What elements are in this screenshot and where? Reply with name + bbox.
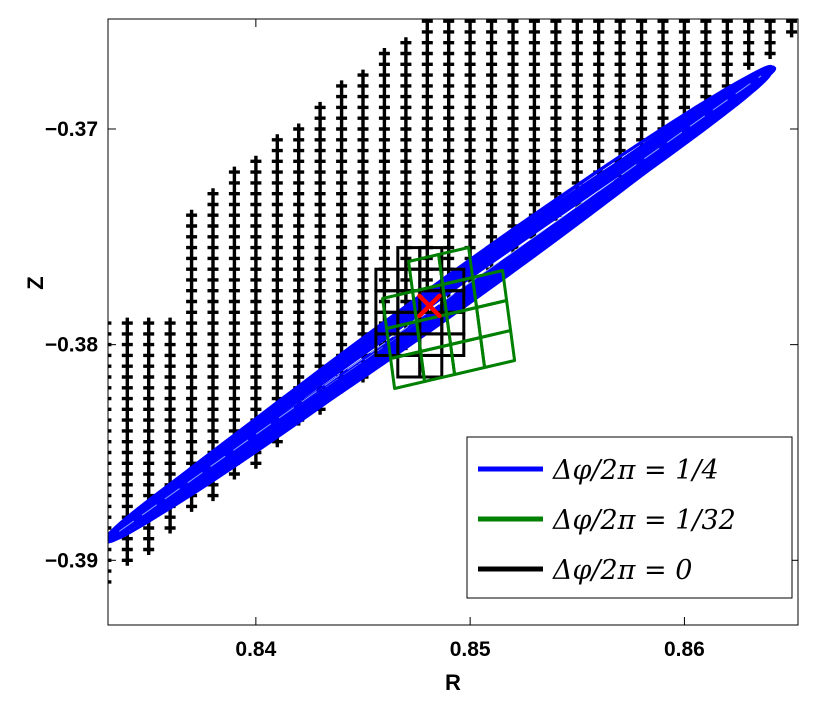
- x-tick-label: 0.85: [450, 638, 491, 661]
- y-tick-label: −0.37: [45, 118, 98, 141]
- y-axis-label: Z: [23, 276, 48, 289]
- series-quarter-turn: [108, 64, 777, 544]
- y-tick-label: −0.39: [45, 549, 98, 572]
- plot-frame: [107, 18, 799, 626]
- mesh-cell-thirty-second: [479, 329, 517, 369]
- legend: Δφ/2π = 1/4 Δφ/2π = 1/32 Δφ/2π = 0: [466, 436, 793, 599]
- x-tick-label: 0.86: [664, 638, 705, 661]
- plot-area: [108, 19, 798, 584]
- legend-label-thirty-second: Δφ/2π = 1/32: [552, 505, 736, 536]
- orbit-curve-quarter-turn: [149, 95, 728, 507]
- mesh-cell-thirty-second: [389, 350, 427, 390]
- y-tick-label: −0.38: [45, 334, 98, 357]
- center-x-marker: [417, 293, 442, 319]
- legend-label-zero: Δφ/2π = 0: [552, 555, 692, 586]
- center-point-marker: [417, 293, 442, 319]
- mesh-cell-zero: [418, 353, 444, 379]
- axis-ticks: 0.84 0.85 0.86 −0.37 −0.38 −0.39: [45, 19, 798, 661]
- x-axis-label: R: [445, 670, 461, 695]
- orbit-curve-quarter-turn: [110, 68, 768, 537]
- series-thirty-second: [381, 246, 517, 390]
- orbit-highlight: [118, 75, 762, 532]
- legend-label-quarter-turn: Δφ/2π = 1/4: [552, 455, 719, 486]
- mesh-cell-thirty-second: [471, 269, 509, 309]
- x-tick-label: 0.84: [235, 638, 276, 661]
